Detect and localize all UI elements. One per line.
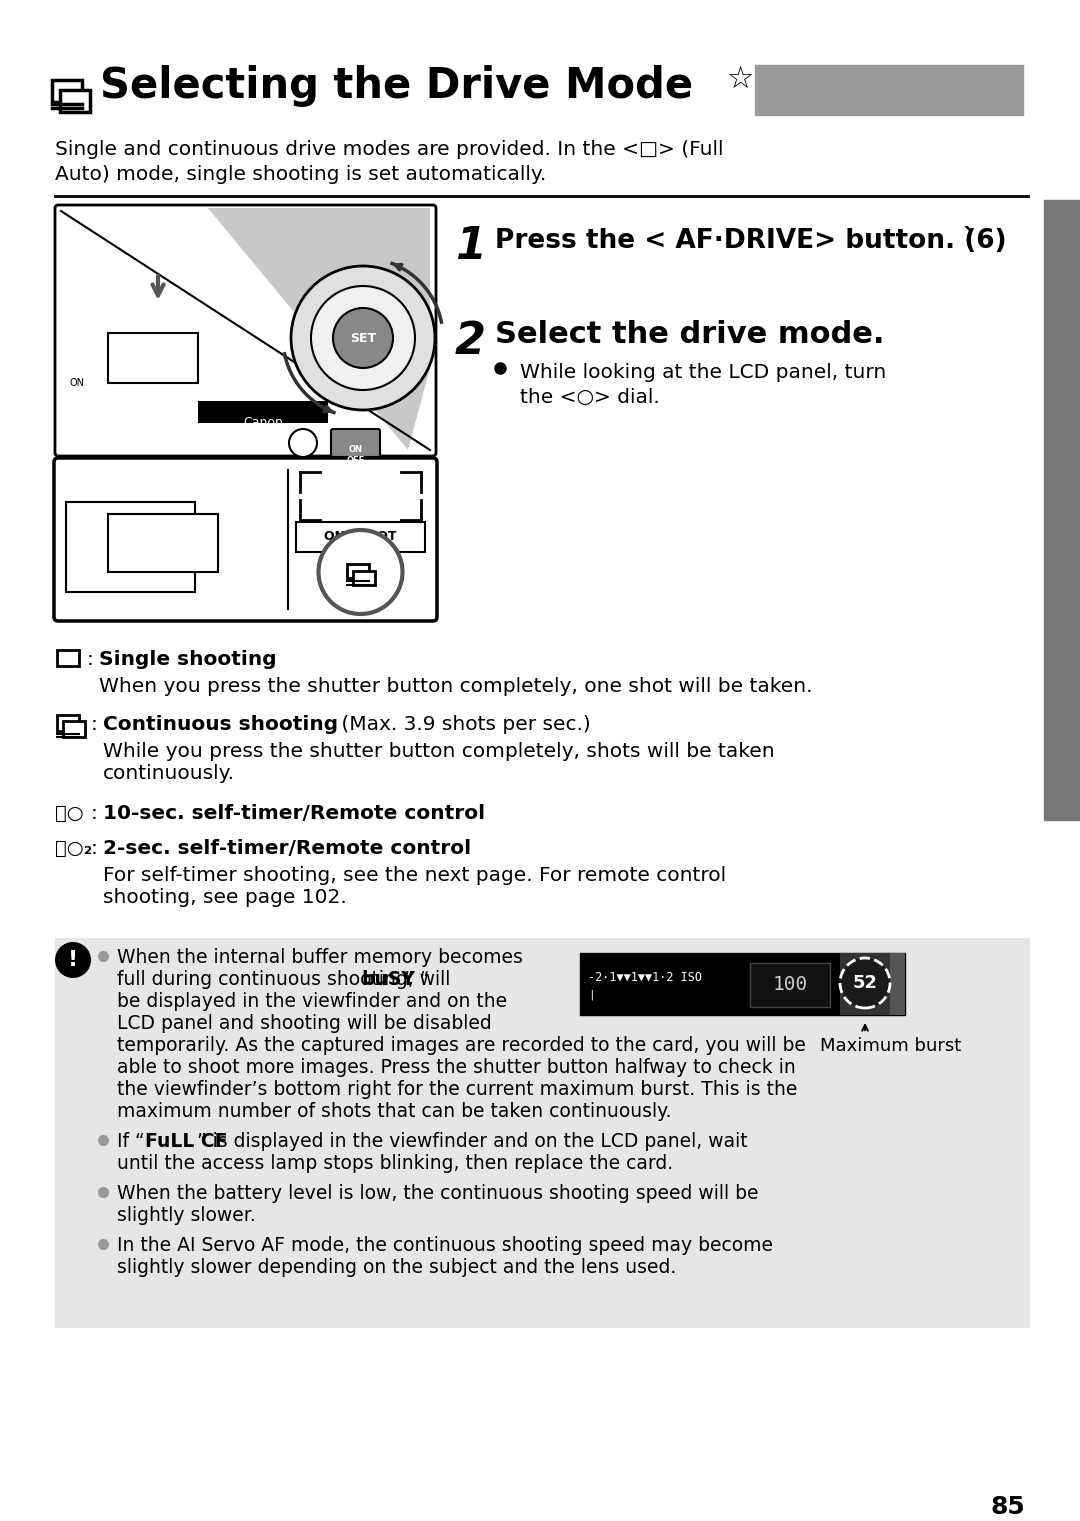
Bar <box>352 570 375 586</box>
Text: ON
OFF: ON OFF <box>347 446 365 465</box>
Circle shape <box>840 958 890 1008</box>
Text: maximum number of shots that can be taken continuously.: maximum number of shots that can be take… <box>117 1103 672 1121</box>
Circle shape <box>55 941 91 978</box>
Bar <box>66 502 195 592</box>
Text: LCD panel and shooting will be disabled: LCD panel and shooting will be disabled <box>117 1015 491 1033</box>
Text: shooting, see page 102.: shooting, see page 102. <box>103 888 347 907</box>
Text: Press the < AF·DRIVE> button. (̀6): Press the < AF·DRIVE> button. (̀6) <box>495 228 1007 254</box>
FancyBboxPatch shape <box>54 458 437 621</box>
Text: slightly slower.: slightly slower. <box>117 1206 256 1224</box>
Circle shape <box>289 429 318 456</box>
Text: 2: 2 <box>455 319 486 364</box>
Bar <box>57 715 79 732</box>
Text: slightly slower depending on the subject and the lens used.: slightly slower depending on the subject… <box>117 1258 676 1278</box>
Bar <box>296 522 426 552</box>
Text: be displayed in the viewfinder and on the: be displayed in the viewfinder and on th… <box>117 992 508 1011</box>
Text: !: ! <box>68 951 78 970</box>
Text: While looking at the LCD panel, turn: While looking at the LCD panel, turn <box>519 364 887 382</box>
FancyBboxPatch shape <box>330 429 380 456</box>
Text: Continuous shooting: Continuous shooting <box>103 715 338 735</box>
Text: ” is displayed in the viewfinder and on the LCD panel, wait: ” is displayed in the viewfinder and on … <box>197 1132 747 1151</box>
Text: Select the drive mode.: Select the drive mode. <box>495 319 885 348</box>
Text: If “: If “ <box>117 1132 145 1151</box>
Bar <box>108 333 198 383</box>
Text: Single and continuous drive modes are provided. In the <□> (Full: Single and continuous drive modes are pr… <box>55 140 724 160</box>
Text: able to shoot more images. Press the shutter button halfway to check in: able to shoot more images. Press the shu… <box>117 1059 796 1077</box>
Bar <box>347 564 368 578</box>
Text: Maximum burst: Maximum burst <box>820 1037 961 1056</box>
FancyBboxPatch shape <box>55 205 436 456</box>
Text: When the battery level is low, the continuous shooting speed will be: When the battery level is low, the conti… <box>117 1183 758 1203</box>
Bar <box>108 514 218 572</box>
Text: buSY: buSY <box>362 970 416 989</box>
Text: Selecting the Drive Mode: Selecting the Drive Mode <box>100 65 693 106</box>
Bar <box>1044 199 1080 820</box>
Bar <box>890 954 905 1015</box>
Text: SET: SET <box>350 332 376 344</box>
Text: ⌛○: ⌛○ <box>55 805 84 823</box>
Circle shape <box>311 286 415 389</box>
Bar <box>198 402 328 423</box>
Text: Canon: Canon <box>243 417 283 429</box>
Text: until the access lamp stops blinking, then replace the card.: until the access lamp stops blinking, th… <box>117 1154 673 1173</box>
Text: :: : <box>91 840 105 858</box>
Text: :: : <box>91 715 105 735</box>
Text: :: : <box>91 805 105 823</box>
Text: 1: 1 <box>455 225 486 268</box>
Text: FuLL CF: FuLL CF <box>145 1132 228 1151</box>
Text: While you press the shutter button completely, shots will be taken: While you press the shutter button compl… <box>103 742 774 760</box>
Text: ” will: ” will <box>404 970 450 989</box>
Circle shape <box>291 266 435 411</box>
Text: the <○> dial.: the <○> dial. <box>519 388 660 408</box>
Text: Single shooting: Single shooting <box>99 649 276 669</box>
Bar <box>750 963 831 1007</box>
Text: 52: 52 <box>852 973 877 992</box>
Text: 2-sec. self-timer/Remote control: 2-sec. self-timer/Remote control <box>103 840 471 858</box>
Text: continuously.: continuously. <box>103 764 235 783</box>
Text: Auto) mode, single shooting is set automatically.: Auto) mode, single shooting is set autom… <box>55 164 546 184</box>
Text: ONE SHOT: ONE SHOT <box>324 531 396 543</box>
Text: For self-timer shooting, see the next page. For remote control: For self-timer shooting, see the next pa… <box>103 865 726 885</box>
Bar <box>840 954 905 1015</box>
Text: When you press the shutter button completely, one shot will be taken.: When you press the shutter button comple… <box>99 677 812 697</box>
Text: |: | <box>588 989 595 999</box>
Text: :: : <box>87 649 100 669</box>
Polygon shape <box>208 208 430 450</box>
Bar <box>60 90 90 113</box>
Bar <box>55 938 1030 1328</box>
Text: In the AI Servo AF mode, the continuous shooting speed may become: In the AI Servo AF mode, the continuous … <box>117 1237 773 1255</box>
Text: 100: 100 <box>772 975 808 995</box>
Bar <box>63 721 85 738</box>
Bar <box>580 954 905 1015</box>
Circle shape <box>319 529 403 614</box>
Text: temporarily. As the captured images are recorded to the card, you will be: temporarily. As the captured images are … <box>117 1036 806 1056</box>
Text: ☆: ☆ <box>726 65 754 94</box>
Text: 85: 85 <box>990 1495 1025 1519</box>
Text: 10-sec. self-timer/Remote control: 10-sec. self-timer/Remote control <box>103 805 485 823</box>
Text: the viewfinder’s bottom right for the current maximum burst. This is the: the viewfinder’s bottom right for the cu… <box>117 1080 797 1100</box>
Text: ON: ON <box>70 379 85 388</box>
Text: full during continuous shooting, “: full during continuous shooting, “ <box>117 970 430 989</box>
Text: When the internal buffer memory becomes: When the internal buffer memory becomes <box>117 948 523 967</box>
Circle shape <box>333 307 393 368</box>
Bar <box>52 81 82 102</box>
Text: ⌛○₂: ⌛○₂ <box>55 840 92 858</box>
Bar <box>57 649 79 666</box>
Bar <box>755 65 1023 116</box>
Text: -2·1▼▼1▼▼1·2 ISO: -2·1▼▼1▼▼1·2 ISO <box>588 970 702 984</box>
Text: (Max. 3.9 shots per sec.): (Max. 3.9 shots per sec.) <box>335 715 591 735</box>
